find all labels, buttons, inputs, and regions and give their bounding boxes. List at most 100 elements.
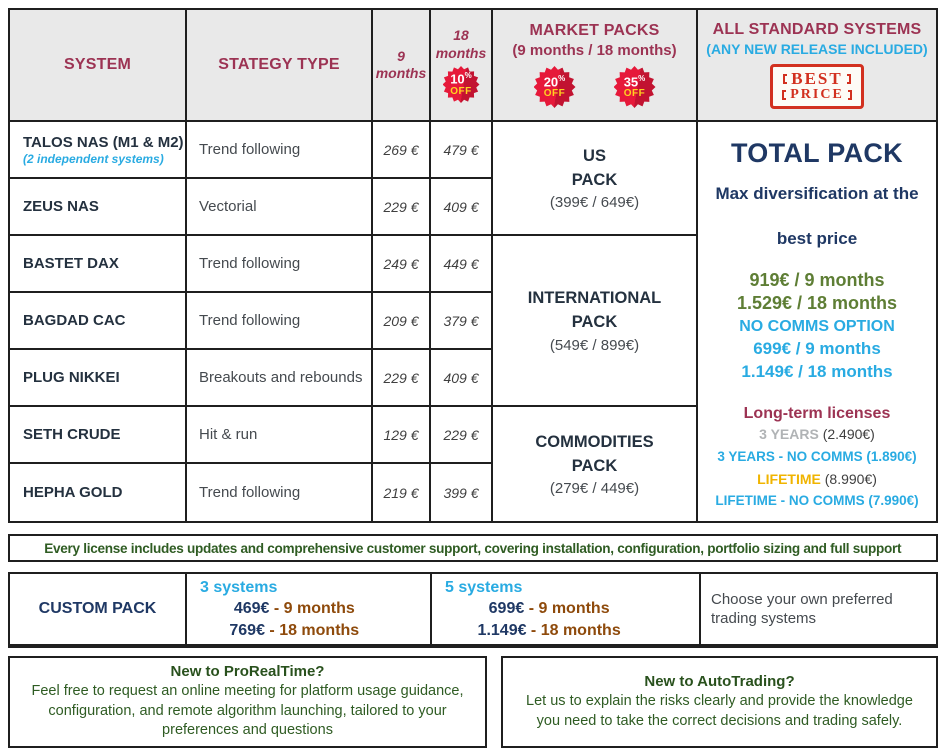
best-price-stamp-icon: BEST PRICE xyxy=(770,64,864,109)
price-9-months-cell: 249 € xyxy=(373,236,431,293)
strategy-header-label: STATEGY TYPE xyxy=(218,56,340,73)
footer-info: New to ProRealTime? Feel free to request… xyxy=(8,656,938,748)
stamp-bracket-left xyxy=(783,73,788,84)
price-9-months-cell: 269 € xyxy=(373,122,431,179)
price-9-months-cell: 209 € xyxy=(373,293,431,350)
total-pack-title: TOTAL PACK xyxy=(730,138,903,168)
autotrading-body: Let us to explain the risks clearly and … xyxy=(526,692,913,729)
custom-pack-5-systems: 5 systems 699€ - 9 months 1.149€ - 18 mo… xyxy=(432,574,701,646)
stamp-line1: BEST xyxy=(791,69,843,88)
badge-off-label: OFF xyxy=(623,88,646,100)
option-price-18: 769€ - 18 months xyxy=(229,621,360,639)
system-name-cell: SETH CRUDE xyxy=(10,407,187,464)
system-name: ZEUS NAS xyxy=(23,198,99,215)
column-header-system: SYSTEM xyxy=(10,10,187,122)
price-9-months-cell: 229 € xyxy=(373,179,431,236)
all-standard-systems-label: ALL STANDARD SYSTEMS xyxy=(712,21,922,38)
option-price-9: 699€ - 9 months xyxy=(488,600,610,618)
badge-off-label: OFF xyxy=(543,88,566,100)
market-pack-badges: 20% OFF 35% OFF xyxy=(533,66,656,108)
system-name: BAGDAD CAC xyxy=(23,312,126,329)
system-name-cell: TALOS NAS (M1 & M2) (2 independent syste… xyxy=(10,122,187,179)
price-18-months-cell: 409 € xyxy=(431,179,493,236)
badge-value: 10 xyxy=(450,71,465,87)
pack-name: COMMODITIES PACK xyxy=(535,432,654,475)
price-9-months-cell: 129 € xyxy=(373,407,431,464)
system-name: PLUG NIKKEI xyxy=(23,369,120,386)
price-18-months-cell: 399 € xyxy=(431,464,493,521)
support-banner: Every license includes updates and compr… xyxy=(8,534,938,562)
no-comms-option-label: NO COMMS OPTION xyxy=(739,317,895,335)
price-9-months-cell: 229 € xyxy=(373,350,431,407)
prorealtime-info-box: New to ProRealTime? Feel free to request… xyxy=(8,656,487,748)
system-name-cell: PLUG NIKKEI xyxy=(10,350,187,407)
badge-percent-sign: % xyxy=(558,73,566,83)
stamp-line2: PRICE xyxy=(790,87,844,102)
market-packs-sublabel: (9 months / 18 months) xyxy=(512,42,677,59)
system-note: (2 independent systems) xyxy=(23,151,164,166)
custom-pack-3-systems: 3 systems 469€ - 9 months 769€ - 18 mont… xyxy=(187,574,432,646)
strategy-cell: Breakouts and rebounds xyxy=(187,350,373,407)
system-name-cell: BASTET DAX xyxy=(10,236,187,293)
badge-percent-sign: % xyxy=(638,73,646,83)
any-new-release-label: (ANY NEW RELEASE INCLUDED) xyxy=(706,41,928,57)
license-lifetime: LIFETIME (8.990€) xyxy=(757,470,877,487)
price-18-months-cell: 479 € xyxy=(431,122,493,179)
us-pack-cell: US PACK (399€ / 649€) xyxy=(493,122,698,236)
autotrading-title: New to AutoTrading? xyxy=(644,672,795,690)
price-9-months-cell: 219 € xyxy=(373,464,431,521)
pricing-table: SYSTEM STATEGY TYPE 9 months 18 months 1… xyxy=(8,8,938,523)
prorealtime-title: New to ProRealTime? xyxy=(170,663,325,681)
custom-pack-note: Choose your own preferred trading system… xyxy=(701,574,936,646)
pack-name: INTERNATIONAL PACK xyxy=(527,289,662,331)
stamp-bracket-right xyxy=(846,73,851,84)
pack-prices: (279€ / 449€) xyxy=(549,480,640,498)
total-pack-cell: TOTAL PACK Max diversification at the be… xyxy=(698,122,936,521)
custom-pack-table: CUSTOM PACK 3 systems 469€ - 9 months 76… xyxy=(8,572,938,648)
strategy-cell: Trend following xyxy=(187,293,373,350)
column-header-9-months: 9 months xyxy=(373,10,431,122)
price-18-months-cell: 229 € xyxy=(431,407,493,464)
commodities-pack-cell: COMMODITIES PACK (279€ / 449€) xyxy=(493,407,698,521)
stamp-bracket-left xyxy=(782,90,787,100)
nine-months-label: 9 months xyxy=(375,47,427,82)
strategy-cell: Trend following xyxy=(187,122,373,179)
column-header-18-months: 18 months 10% OFF xyxy=(431,10,493,122)
price-18-months-cell: 409 € xyxy=(431,350,493,407)
badge-off-label: OFF xyxy=(450,85,472,97)
autotrading-info-box: New to AutoTrading? Let us to explain th… xyxy=(501,656,938,748)
option-price-18: 1.149€ - 18 months xyxy=(477,621,621,639)
prorealtime-body: Feel free to request an online meeting f… xyxy=(31,683,464,739)
pack-prices: (399€ / 649€) xyxy=(549,194,640,212)
system-name-cell: BAGDAD CAC xyxy=(10,293,187,350)
total-pack-subtitle: Max diversification at the best price xyxy=(715,184,919,249)
strategy-cell: Hit & run xyxy=(187,407,373,464)
custom-pack-title: CUSTOM PACK xyxy=(10,574,187,646)
system-name: HEPHA GOLD xyxy=(23,484,123,501)
support-banner-text: Every license includes updates and compr… xyxy=(44,540,902,556)
international-pack-cell: INTERNATIONAL PACK (549€ / 899€) xyxy=(493,236,698,407)
system-header-label: SYSTEM xyxy=(64,56,131,73)
license-3-years: 3 YEARS (2.490€) xyxy=(759,426,875,443)
pack-prices: (549€ / 899€) xyxy=(549,336,640,354)
option-price-9: 469€ - 9 months xyxy=(233,600,355,618)
option-header: 5 systems xyxy=(445,578,523,596)
badge-value: 35 xyxy=(623,74,639,90)
system-name-cell: HEPHA GOLD xyxy=(10,464,187,521)
strategy-cell: Trend following xyxy=(187,236,373,293)
market-packs-label: MARKET PACKS xyxy=(529,22,660,39)
column-header-market-packs: MARKET PACKS (9 months / 18 months) 20% … xyxy=(493,10,698,122)
column-header-strategy: STATEGY TYPE xyxy=(187,10,373,122)
strategy-cell: Vectorial xyxy=(187,179,373,236)
price-18-months-cell: 449 € xyxy=(431,236,493,293)
strategy-cell: Trend following xyxy=(187,464,373,521)
price-18-months-cell: 379 € xyxy=(431,293,493,350)
system-name: TALOS NAS (M1 & M2) xyxy=(23,133,184,151)
total-pack-price-9: 919€ / 9 months xyxy=(749,270,885,291)
system-name: BASTET DAX xyxy=(23,255,119,272)
no-comms-price-9: 699€ / 9 months xyxy=(753,339,881,359)
discount-20-off-badge-icon: 20% OFF xyxy=(533,66,576,108)
discount-10-off-badge-icon: 10% OFF xyxy=(442,66,480,103)
eighteen-months-label: 18 months xyxy=(435,27,487,61)
